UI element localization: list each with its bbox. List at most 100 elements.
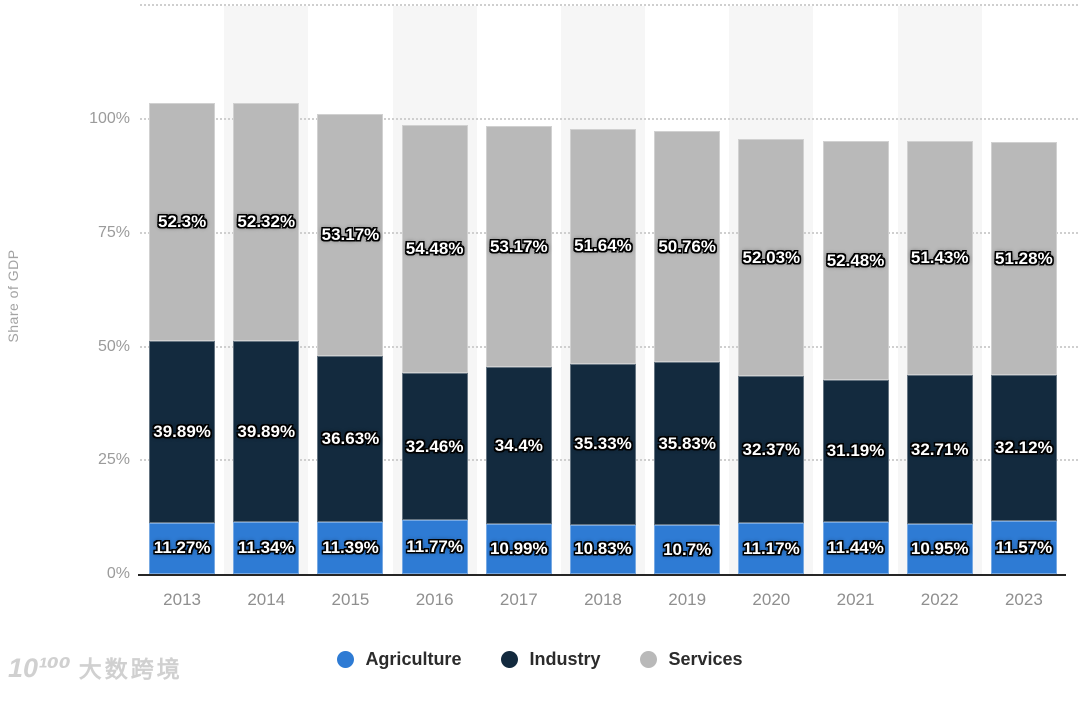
value-label-agriculture-2016: 11.77% — [406, 537, 463, 557]
bar-segment-services-2013[interactable] — [149, 103, 216, 342]
y-tick-75%: 75% — [97, 223, 130, 241]
x-axis-line — [138, 574, 1066, 576]
y-tick-0%: 0% — [106, 565, 130, 582]
bar-segment-agriculture-2017[interactable] — [485, 523, 552, 574]
bar-segment-industry-2018[interactable] — [569, 363, 636, 525]
bar-segment-agriculture-2020[interactable] — [738, 523, 805, 574]
value-label-services-2014: 52.32% — [237, 211, 296, 231]
bar-segment-services-2020[interactable] — [738, 139, 805, 376]
value-label-services-2022: 51.43% — [910, 248, 969, 268]
value-label-services-2021: 52.48% — [826, 250, 885, 270]
bar-segment-agriculture-2018[interactable] — [569, 524, 636, 574]
y-tick-100%: 100% — [89, 110, 130, 127]
value-label-agriculture-2013: 11.27% — [153, 538, 211, 558]
y-tick-25%: 25% — [97, 451, 130, 469]
value-label-services-2017: 53.17% — [489, 236, 548, 256]
bar-segment-services-2018[interactable] — [569, 129, 636, 364]
value-label-agriculture-2021: 11.44% — [827, 537, 884, 557]
bar-segment-agriculture-2019[interactable] — [654, 525, 721, 574]
bar-segment-services-2015[interactable] — [317, 113, 384, 356]
value-label-services-2023: 51.28% — [995, 248, 1053, 268]
value-label-services-2019: 50.76% — [658, 236, 716, 256]
legend: Agriculture Industry Services — [0, 649, 1080, 670]
value-label-agriculture-2017: 10.99% — [489, 538, 548, 558]
bar-segment-agriculture-2021[interactable] — [822, 521, 889, 574]
legend-label-agriculture: Agriculture — [365, 649, 462, 669]
bar-segment-industry-2013[interactable] — [149, 341, 216, 523]
bar-segment-services-2023[interactable] — [990, 141, 1057, 376]
value-label-agriculture-2019: 10.7% — [663, 539, 712, 559]
x-tick-2022: 2022 — [920, 590, 959, 609]
value-label-industry-2023: 32.12% — [995, 438, 1053, 458]
gridline-100pct — [140, 118, 1078, 120]
legend-item-industry[interactable]: Industry — [501, 649, 600, 670]
value-label-industry-2015: 36.63% — [321, 428, 380, 448]
bar-segment-agriculture-2014[interactable] — [233, 522, 300, 574]
value-label-industry-2021: 31.19% — [826, 440, 885, 460]
x-tick-2019: 2019 — [668, 590, 707, 609]
value-label-services-2015: 53.17% — [321, 224, 380, 244]
bar-segment-industry-2023[interactable] — [990, 375, 1057, 522]
x-tick-2018: 2018 — [584, 590, 622, 609]
value-label-industry-2020: 32.37% — [742, 439, 801, 459]
plot-area: 0% 25% 50% 75% 100% 11.27% 39.89% 52.3% 2013 11.3… — [89, 4, 1078, 609]
x-tick-2015: 2015 — [331, 590, 370, 609]
legend-dot-icon-services — [640, 651, 658, 668]
value-label-agriculture-2015: 11.39% — [322, 538, 379, 558]
legend-label-services: Services — [668, 649, 743, 669]
bar-segment-industry-2022[interactable] — [906, 375, 973, 525]
value-label-services-2018: 51.64% — [574, 236, 632, 256]
y-tick-50%: 50% — [97, 337, 130, 355]
bar-segment-industry-2019[interactable] — [654, 362, 721, 526]
value-label-industry-2014: 39.89% — [237, 421, 296, 441]
value-label-industry-2016: 32.46% — [405, 436, 464, 456]
bar-segment-services-2017[interactable] — [485, 125, 552, 368]
bar-segment-industry-2021[interactable] — [822, 380, 889, 522]
bar-segment-agriculture-2016[interactable] — [401, 520, 468, 574]
legend-dot-icon-agriculture — [337, 651, 355, 668]
value-label-agriculture-2022: 10.95% — [910, 539, 969, 559]
value-label-agriculture-2020: 11.17% — [742, 538, 800, 558]
legend-dot-icon-industry — [501, 651, 519, 668]
value-label-services-2016: 54.48% — [405, 238, 464, 258]
x-tick-2020: 2020 — [752, 590, 791, 609]
value-label-agriculture-2014: 11.34% — [237, 538, 295, 558]
value-label-services-2013: 52.3% — [157, 212, 207, 232]
x-tick-2014: 2014 — [247, 590, 286, 609]
x-tick-2016: 2016 — [415, 590, 454, 609]
bar-segment-agriculture-2013[interactable] — [149, 522, 216, 574]
y-axis-title: Share of GDP — [5, 249, 21, 343]
watermark-text: 大数跨境 — [78, 655, 183, 682]
value-label-agriculture-2023: 11.57% — [995, 537, 1053, 557]
watermark-logo-icon: 10¹⁰⁰ — [8, 653, 71, 683]
x-tick-2013: 2013 — [163, 590, 201, 609]
bar-segment-services-2022[interactable] — [906, 141, 973, 376]
value-label-industry-2017: 34.4% — [494, 435, 543, 455]
bar-segment-agriculture-2022[interactable] — [906, 524, 973, 574]
bar-segment-services-2021[interactable] — [822, 141, 889, 381]
watermark: 10¹⁰⁰ 大数跨境 — [8, 655, 183, 682]
x-tick-2021: 2021 — [836, 590, 875, 609]
bar-segment-agriculture-2015[interactable] — [317, 522, 384, 574]
bar-segment-industry-2020[interactable] — [738, 375, 805, 524]
bar-segment-industry-2014[interactable] — [233, 340, 300, 523]
value-label-services-2020: 52.03% — [742, 247, 801, 267]
bar-segment-agriculture-2023[interactable] — [990, 521, 1057, 574]
bar-segment-services-2016[interactable] — [401, 124, 468, 373]
bar-segment-services-2014[interactable] — [233, 102, 300, 341]
legend-label-industry: Industry — [529, 649, 601, 669]
legend-item-services[interactable]: Services — [640, 649, 743, 670]
x-tick-2023: 2023 — [1004, 590, 1043, 609]
legend-item-agriculture[interactable]: Agriculture — [337, 649, 461, 670]
gridline-125pct — [140, 4, 1078, 7]
bar-segment-services-2019[interactable] — [654, 131, 721, 363]
value-label-agriculture-2018: 10.83% — [574, 539, 632, 559]
x-tick-2017: 2017 — [499, 590, 538, 609]
bar-segment-industry-2015[interactable] — [317, 355, 384, 523]
bar-segment-industry-2017[interactable] — [485, 367, 552, 524]
bar-segment-industry-2016[interactable] — [401, 372, 468, 521]
value-label-industry-2022: 32.71% — [910, 439, 969, 459]
value-label-industry-2018: 35.33% — [574, 434, 632, 454]
value-label-industry-2019: 35.83% — [658, 433, 716, 453]
